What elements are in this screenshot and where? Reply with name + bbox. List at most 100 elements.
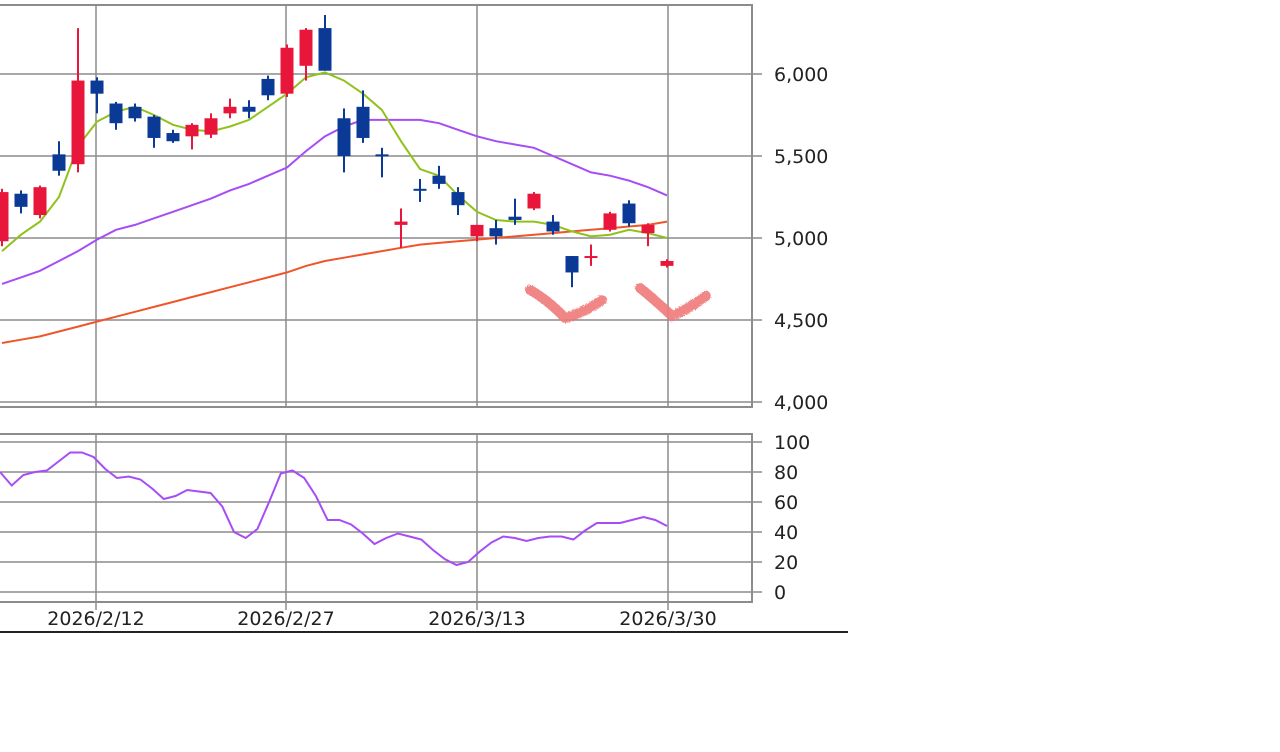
candle-body-22 — [413, 188, 427, 191]
price-y-axis: 4,000 4,500 5,000 5,500 6,000 — [752, 64, 828, 414]
candle-20 — [375, 147, 389, 178]
candle-body-11 — [204, 118, 218, 135]
candle-body-1 — [14, 193, 28, 207]
candle-2 — [33, 185, 47, 219]
price-tick-label-2: 5,000 — [774, 228, 828, 250]
candle-body-16 — [299, 29, 313, 66]
candle-body-28 — [527, 193, 541, 209]
candle-30 — [565, 256, 579, 288]
candle-body-2 — [33, 187, 47, 216]
candle-body-7 — [128, 106, 142, 119]
candlesticks — [0, 14, 674, 288]
candle-body-27 — [508, 216, 522, 220]
date-axis: 2026/2/12 2026/2/27 2026/3/13 2026/3/30 — [47, 602, 717, 630]
candle-body-23 — [432, 175, 446, 184]
candle-23 — [432, 165, 446, 189]
ma-mid-line — [1, 118, 668, 285]
candle-17 — [318, 14, 332, 71]
candle-15 — [280, 44, 294, 97]
candle-0 — [0, 188, 9, 247]
candle-9 — [166, 129, 180, 143]
candle-body-19 — [356, 106, 370, 138]
candle-body-32 — [603, 213, 617, 230]
date-tick-label-2: 2026/3/13 — [428, 608, 525, 630]
candle-26 — [489, 219, 503, 245]
oscillator-grid — [0, 434, 752, 602]
candle-body-8 — [147, 116, 161, 138]
oscillator-line — [0, 451, 668, 567]
candle-22 — [413, 178, 427, 202]
price-tick-label-0: 4,000 — [774, 392, 828, 414]
price-tick-label-3: 5,500 — [774, 146, 828, 168]
candle-34 — [641, 223, 655, 247]
date-tick-label-3: 2026/3/30 — [619, 608, 716, 630]
handwritten-check-marks — [525, 283, 711, 324]
candle-body-33 — [622, 203, 636, 224]
osc-tick-label-3: 60 — [774, 492, 798, 514]
candle-3 — [52, 141, 66, 176]
candle-body-24 — [451, 192, 465, 206]
date-tick-label-1: 2026/2/27 — [237, 608, 334, 630]
candle-body-4 — [71, 80, 85, 165]
candle-body-9 — [166, 133, 180, 142]
candle-body-34 — [641, 224, 655, 234]
oscillator-panel-frame — [0, 433, 753, 603]
candle-35 — [660, 259, 674, 268]
date-tick-label-0: 2026/2/12 — [47, 608, 144, 630]
candle-body-10 — [185, 124, 199, 137]
candle-8 — [147, 115, 161, 148]
candle-14 — [261, 75, 275, 101]
price-panel-frame — [0, 4, 753, 408]
oscillator-y-axis: 0 20 40 60 80 100 — [752, 432, 810, 604]
candle-5 — [90, 77, 104, 114]
candle-1 — [14, 190, 28, 214]
candle-body-3 — [52, 154, 66, 171]
candle-32 — [603, 211, 617, 232]
candle-4 — [71, 28, 85, 173]
osc-tick-label-1: 20 — [774, 552, 798, 574]
check-mark-2 — [635, 283, 711, 322]
candle-13 — [242, 100, 256, 119]
price-panel: 4,000 4,500 5,000 5,500 6,000 — [0, 4, 828, 414]
candle-body-30 — [565, 256, 579, 273]
candle-body-29 — [546, 221, 560, 232]
candle-33 — [622, 200, 636, 227]
check-mark-1 — [525, 285, 607, 324]
price-grid — [0, 5, 752, 407]
candle-6 — [109, 101, 123, 130]
candle-19 — [356, 90, 370, 143]
candle-11 — [204, 113, 218, 138]
oscillator-panel: 0 20 40 60 80 100 — [0, 432, 810, 604]
price-tick-label-4: 6,000 — [774, 64, 828, 86]
osc-tick-label-4: 80 — [774, 462, 798, 484]
candle-body-18 — [337, 118, 351, 156]
candle-24 — [451, 187, 465, 216]
osc-tick-label-0: 0 — [774, 582, 786, 604]
candle-28 — [527, 192, 541, 211]
candle-body-20 — [375, 154, 389, 157]
oscillator-series-line — [0, 451, 668, 567]
candle-12 — [223, 98, 237, 119]
candle-16 — [299, 28, 313, 81]
candle-body-12 — [223, 106, 237, 114]
candle-body-6 — [109, 103, 123, 124]
candle-body-15 — [280, 47, 294, 94]
price-tick-label-1: 4,500 — [774, 310, 828, 332]
candle-body-21 — [394, 221, 408, 225]
candle-29 — [546, 215, 560, 235]
candle-body-35 — [660, 260, 674, 266]
osc-tick-label-5: 100 — [774, 432, 810, 454]
candle-body-25 — [470, 224, 484, 237]
candle-27 — [508, 198, 522, 225]
candle-body-14 — [261, 78, 275, 96]
candle-body-31 — [584, 256, 598, 259]
ma-long-line — [1, 220, 668, 344]
candle-25 — [470, 224, 484, 242]
candle-body-13 — [242, 106, 256, 112]
candle-body-5 — [90, 80, 104, 94]
candle-body-17 — [318, 28, 332, 71]
candle-21 — [394, 208, 408, 248]
candle-7 — [128, 103, 142, 122]
candle-body-26 — [489, 228, 503, 237]
